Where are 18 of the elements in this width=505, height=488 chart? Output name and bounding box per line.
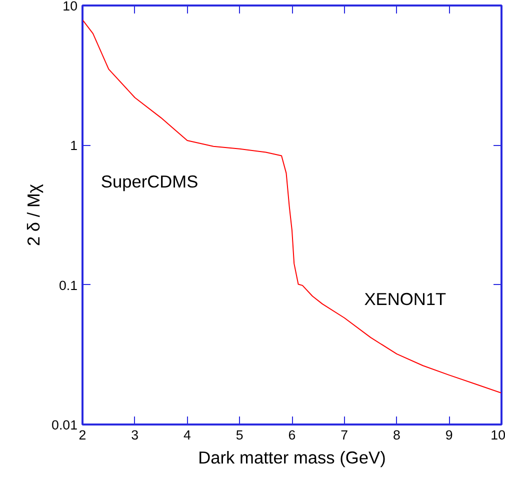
x-tick-label: 4 <box>184 428 192 442</box>
x-tick-label: 2 <box>78 428 86 442</box>
y-axis-title: 2 δ / Mχ <box>24 184 44 246</box>
y-tick-label: 0.01 <box>52 418 78 432</box>
annotation: XENON1T <box>364 288 446 309</box>
x-tick-label: 3 <box>131 428 139 442</box>
y-tick-label: 0.1 <box>58 278 78 293</box>
annotation: SuperCDMS <box>100 171 198 192</box>
x-tick-label: 10 <box>490 428 505 442</box>
y-tick-label: 1 <box>70 138 78 154</box>
y-tick-label: 10 <box>62 0 78 14</box>
x-tick-label: 7 <box>340 428 348 442</box>
line-series <box>82 19 502 394</box>
x-axis-title: Dark matter mass (GeV) <box>198 448 386 468</box>
x-tick-label: 9 <box>445 428 453 442</box>
x-tick-label: 5 <box>236 428 244 442</box>
x-tick-label: 6 <box>288 428 296 442</box>
x-tick-label: 8 <box>393 428 400 442</box>
